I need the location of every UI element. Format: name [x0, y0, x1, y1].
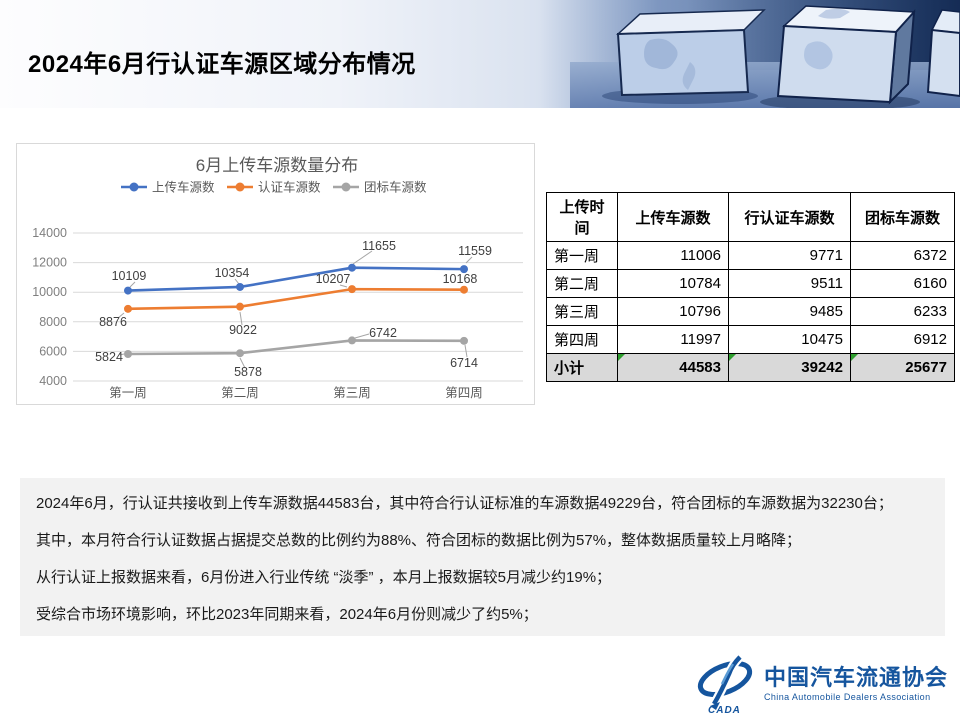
chart-card: 6月上传车源数量分布上传车源数 认证车源数 团标车源数 4000 6000 8000 100…	[16, 143, 535, 405]
value-cell: 6372	[850, 241, 955, 270]
svg-text:4000: 4000	[39, 374, 67, 388]
table-header-cell: 行认证车源数	[728, 192, 851, 242]
svg-text:6742: 6742	[369, 326, 397, 340]
svg-text:5878: 5878	[234, 365, 262, 379]
svg-text:第三周: 第三周	[333, 386, 371, 400]
svg-text:10354: 10354	[215, 266, 250, 280]
svg-text:6714: 6714	[450, 356, 478, 370]
cada-emblem-icon: CADA	[697, 654, 753, 714]
value-cell: 44583	[617, 353, 729, 382]
svg-text:团标车源数: 团标车源数	[364, 180, 427, 195]
cada-acronym: CADA	[708, 705, 741, 714]
svg-text:10168: 10168	[443, 272, 478, 286]
table-row: 第二周 10784 9511 6160	[546, 269, 955, 298]
cubes-photo-graphic	[540, 0, 960, 108]
svg-text:10207: 10207	[316, 272, 351, 286]
value-cell: 6912	[850, 325, 955, 354]
svg-text:10109: 10109	[112, 269, 147, 283]
value-cell: 11997	[617, 325, 729, 354]
table-row: 第四周 11997 10475 6912	[546, 325, 955, 354]
page-title: 2024年6月行认证车源区域分布情况	[28, 51, 416, 78]
table-header-cell: 团标车源数	[850, 192, 955, 242]
org-logo: CADA 中国汽车流通协会 China Automobile Dealers A…	[692, 654, 948, 714]
value-cell: 9771	[728, 241, 851, 270]
row-label-cell: 第二周	[546, 269, 618, 298]
slide-header: 2024年6月行认证车源区域分布情况	[0, 0, 960, 108]
value-cell: 25677	[850, 353, 955, 382]
org-name-zh: 中国汽车流通协会	[763, 665, 948, 690]
notes-panel: 2024年6月，行认证共接收到上传车源数据44583台，其中符合行认证标准的车源…	[20, 478, 945, 636]
svg-text:6月上传车源数量分布: 6月上传车源数量分布	[196, 156, 358, 175]
note-line: 从行认证上报数据来看，6月份进入行业传统 “淡季” ，本月上报数据较5月减少约1…	[36, 569, 612, 586]
svg-text:11655: 11655	[362, 239, 396, 253]
svg-text:5824: 5824	[95, 350, 123, 364]
svg-text:14000: 14000	[32, 226, 67, 240]
svg-text:第一周: 第一周	[109, 386, 147, 400]
table-row: 第一周 11006 9771 6372	[546, 241, 955, 270]
svg-text:第二周: 第二周	[221, 386, 259, 400]
value-cell: 10475	[728, 325, 851, 354]
svg-text:12000: 12000	[32, 256, 67, 270]
table-header-cell: 上传时间	[546, 192, 618, 242]
value-cell: 10784	[617, 269, 729, 298]
svg-text:认证车源数: 认证车源数	[258, 180, 321, 195]
summary-table: 上传时间 上传车源数 行认证车源数 团标车源数 第一周 11006 9771 6372 第二周…	[546, 192, 955, 382]
svg-text:10000: 10000	[32, 285, 67, 299]
svg-text:8876: 8876	[99, 315, 127, 329]
value-cell: 11006	[617, 241, 729, 270]
value-cell: 9485	[728, 297, 851, 326]
svg-text:第四周: 第四周	[445, 386, 483, 400]
svg-text:8000: 8000	[39, 315, 67, 329]
table-row: 第三周 10796 9485 6233	[546, 297, 955, 326]
table-subtotal-row: 小计 44583 39242 25677	[546, 353, 955, 382]
value-cell: 39242	[728, 353, 851, 382]
table-header-cell: 上传车源数	[617, 192, 729, 242]
svg-text:9022: 9022	[229, 323, 257, 337]
value-cell: 6160	[850, 269, 955, 298]
value-cell: 9511	[728, 269, 851, 298]
note-line: 受综合市场环境影响，环比2023年同期来看，2024年6月份则减少了约5%；	[36, 606, 538, 623]
svg-text:6000: 6000	[39, 344, 67, 358]
value-cell: 10796	[617, 297, 729, 326]
row-label-cell: 第一周	[546, 241, 618, 270]
table-header-row: 上传时间 上传车源数 行认证车源数 团标车源数	[546, 192, 955, 242]
row-label-cell: 小计	[546, 353, 618, 382]
row-label-cell: 第三周	[546, 297, 618, 326]
org-name-en: China Automobile Dealers Association	[763, 692, 931, 702]
svg-text:上传车源数: 上传车源数	[152, 180, 215, 195]
value-cell: 6233	[850, 297, 955, 326]
note-line: 其中，本月符合行认证数据占据提交总数的比例约为88%、符合团标的数据比例为57%…	[36, 532, 802, 549]
note-line: 2024年6月，行认证共接收到上传车源数据44583台，其中符合行认证标准的车源…	[36, 495, 893, 512]
svg-text:11559: 11559	[458, 244, 492, 258]
row-label-cell: 第四周	[546, 325, 618, 354]
